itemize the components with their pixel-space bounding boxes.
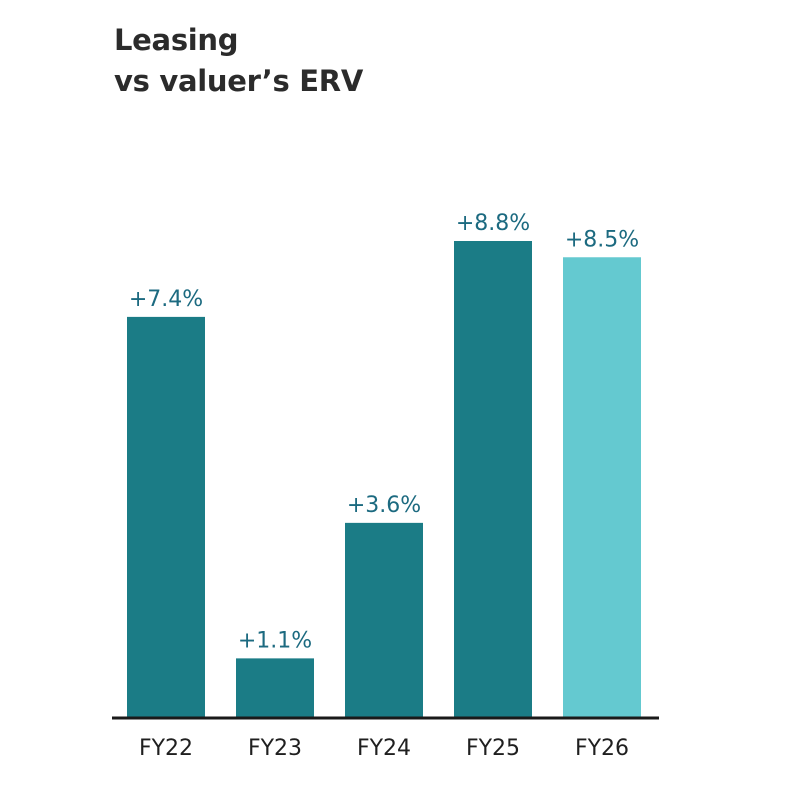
- bar-fy25: [454, 241, 532, 718]
- data-labels-layer: +7.4% +1.1% +3.6% +8.8% +8.5%: [129, 211, 639, 653]
- x-tick-label-fy22: FY22: [139, 736, 193, 761]
- x-tick-label-fy24: FY24: [357, 736, 411, 761]
- data-label-fy24: +3.6%: [347, 493, 421, 518]
- chart-title: Leasing vs valuer’s ERV: [114, 20, 363, 102]
- bars-layer: [127, 241, 641, 718]
- bar-fy24: [345, 522, 423, 718]
- chart-title-line-2: vs valuer’s ERV: [114, 64, 363, 98]
- data-label-fy26: +8.5%: [565, 227, 639, 252]
- bar-fy26: [563, 257, 641, 718]
- data-label-fy22: +7.4%: [129, 287, 203, 312]
- x-tick-label-fy25: FY25: [466, 736, 520, 761]
- chart-title-line-1: Leasing: [114, 23, 239, 57]
- data-label-fy25: +8.8%: [456, 211, 530, 236]
- x-tick-labels-layer: FY22 FY23 FY24 FY25 FY26: [139, 736, 629, 761]
- x-tick-label-fy26: FY26: [575, 736, 629, 761]
- x-tick-label-fy23: FY23: [248, 736, 302, 761]
- bar-fy22: [127, 316, 205, 718]
- bar-fy23: [236, 658, 314, 718]
- data-label-fy23: +1.1%: [238, 628, 312, 653]
